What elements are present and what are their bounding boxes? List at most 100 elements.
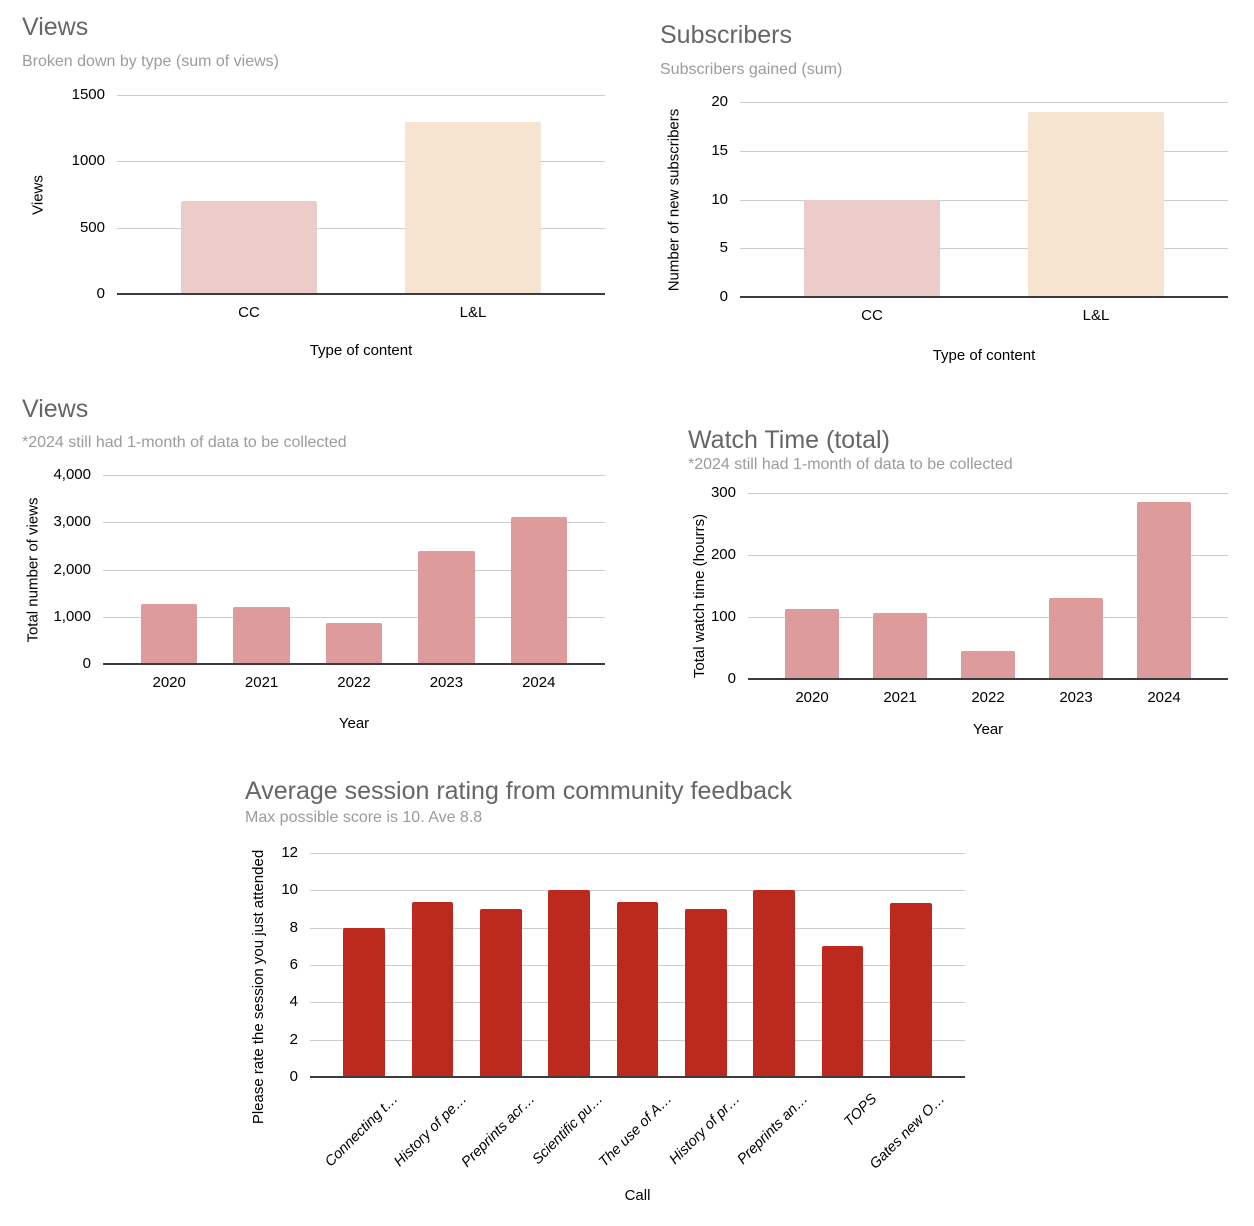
bar-2023 bbox=[418, 551, 475, 664]
y-tick-label: 3,000 bbox=[53, 513, 91, 531]
x-axis-line bbox=[103, 663, 605, 665]
x-axis-title: Call bbox=[624, 1187, 651, 1204]
y-tick-label: 1500 bbox=[71, 86, 105, 103]
gridline bbox=[103, 522, 605, 524]
y-tick-label: 20 bbox=[711, 93, 728, 110]
x-axis-line bbox=[117, 293, 605, 295]
x-tick-label: CC bbox=[238, 304, 260, 321]
chart-subscribers-by-type: Subscribers Subscribers gained (sum) Num… bbox=[630, 0, 1254, 380]
bar-2024 bbox=[510, 517, 567, 664]
y-tick-label: 200 bbox=[710, 546, 736, 563]
y-tick-label: 2 bbox=[289, 1030, 298, 1048]
chart-title: Views bbox=[22, 13, 89, 41]
gridline bbox=[740, 150, 1228, 152]
gridline bbox=[740, 102, 1228, 103]
y-axis-title: Please rate the session you just attende… bbox=[250, 849, 267, 1125]
x-tick-label: 2024 bbox=[1147, 689, 1181, 706]
y-tick-label: 2,000 bbox=[53, 560, 91, 578]
x-axis-line bbox=[310, 1076, 965, 1078]
bar-2024 bbox=[1137, 502, 1191, 679]
bar-history-of-pr bbox=[684, 909, 727, 1077]
y-tick-label: 12 bbox=[281, 844, 298, 861]
bar-l-l bbox=[404, 121, 542, 294]
x-axis-title: Type of content bbox=[932, 347, 1036, 364]
y-tick-label: 0 bbox=[96, 285, 105, 302]
chart-subtitle: *2024 still had 1-month of data to be co… bbox=[22, 434, 347, 451]
bar-cc bbox=[180, 201, 318, 294]
y-axis-title: Total watch time (hourrs) bbox=[691, 513, 708, 679]
chart-title: Subscribers bbox=[660, 21, 792, 49]
chart-title: Watch Time (total) bbox=[688, 426, 890, 454]
chart-views-by-type: Views Broken down by type (sum of views)… bbox=[0, 0, 630, 375]
y-tick-label: 0 bbox=[727, 670, 736, 687]
y-tick-label: 4 bbox=[289, 993, 298, 1011]
gridline bbox=[748, 555, 1228, 556]
gridline bbox=[103, 616, 605, 618]
chart-title: Views bbox=[22, 395, 89, 423]
bar-scientific-pu bbox=[548, 890, 590, 1077]
gridline bbox=[103, 475, 605, 476]
bar-tops bbox=[821, 946, 864, 1077]
gridline bbox=[748, 617, 1228, 618]
x-axis-line bbox=[740, 296, 1228, 298]
gridline bbox=[117, 227, 605, 229]
bar-l-l bbox=[1027, 111, 1165, 297]
x-tick-label: L&L bbox=[459, 304, 487, 321]
gridline bbox=[740, 248, 1228, 250]
x-axis-title: Year bbox=[972, 721, 1004, 738]
gridline bbox=[117, 95, 605, 96]
y-tick-label: 1000 bbox=[71, 152, 105, 170]
bar-gates-new-o bbox=[889, 903, 932, 1077]
chart-subtitle: *2024 still had 1-month of data to be co… bbox=[688, 456, 1013, 473]
x-tick-label: 2022 bbox=[971, 689, 1005, 706]
chart-title: Average session rating from community fe… bbox=[245, 777, 793, 805]
y-tick-label: 6 bbox=[289, 956, 298, 973]
gridline bbox=[310, 890, 965, 892]
gridline bbox=[740, 199, 1228, 201]
bar-preprints-acr bbox=[479, 909, 522, 1077]
bar-2022 bbox=[325, 623, 383, 664]
x-tick-label: 2020 bbox=[152, 674, 186, 691]
bar-2022 bbox=[961, 651, 1015, 679]
bar-cc bbox=[803, 199, 941, 297]
y-tick-label: 10 bbox=[711, 190, 728, 208]
bar-the-use-of-a bbox=[616, 901, 659, 1077]
bar-preprints-an bbox=[753, 890, 795, 1077]
y-tick-label: 500 bbox=[79, 218, 105, 236]
chart-session-rating: Average session rating from community fe… bbox=[235, 765, 1020, 1226]
chart-subtitle: Max possible score is 10. Ave 8.8 bbox=[245, 809, 483, 826]
y-tick-label: 0 bbox=[719, 288, 728, 305]
chart-subtitle: Broken down by type (sum of views) bbox=[22, 53, 279, 70]
x-tick-label: 2023 bbox=[1059, 689, 1093, 706]
y-tick-label: 1,000 bbox=[53, 607, 91, 625]
chart-subtitle: Subscribers gained (sum) bbox=[660, 61, 843, 78]
y-tick-label: 0 bbox=[82, 655, 91, 672]
gridline bbox=[103, 569, 605, 571]
bar-2021 bbox=[233, 606, 290, 664]
x-tick-label: 2022 bbox=[337, 674, 371, 691]
bar-connecting-t bbox=[343, 927, 385, 1077]
y-tick-label: 300 bbox=[710, 484, 736, 501]
y-tick-label: 5 bbox=[719, 239, 728, 257]
bar-2020 bbox=[785, 608, 839, 679]
x-tick-label: CC bbox=[861, 307, 883, 324]
y-tick-label: 8 bbox=[289, 918, 298, 936]
y-tick-label: 0 bbox=[289, 1068, 298, 1085]
y-axis-title: Views bbox=[29, 174, 46, 215]
y-tick-label: 100 bbox=[710, 608, 736, 625]
x-axis-title: Type of content bbox=[309, 342, 413, 359]
x-tick-label: L&L bbox=[1082, 307, 1110, 324]
gridline bbox=[748, 493, 1228, 494]
y-tick-label: 4,000 bbox=[53, 466, 91, 483]
x-tick-label: 2021 bbox=[883, 689, 917, 706]
gridline bbox=[310, 853, 965, 854]
chart-watch-time-by-year: Watch Time (total) *2024 still had 1-mon… bbox=[630, 400, 1254, 760]
chart-views-by-year: Views *2024 still had 1-month of data to… bbox=[0, 380, 630, 745]
gridline bbox=[117, 161, 605, 163]
bar-2021 bbox=[873, 612, 927, 679]
bar-2020 bbox=[141, 603, 198, 664]
x-axis-line bbox=[748, 678, 1228, 680]
x-tick-label: 2021 bbox=[244, 674, 279, 691]
bar-2023 bbox=[1049, 598, 1103, 679]
